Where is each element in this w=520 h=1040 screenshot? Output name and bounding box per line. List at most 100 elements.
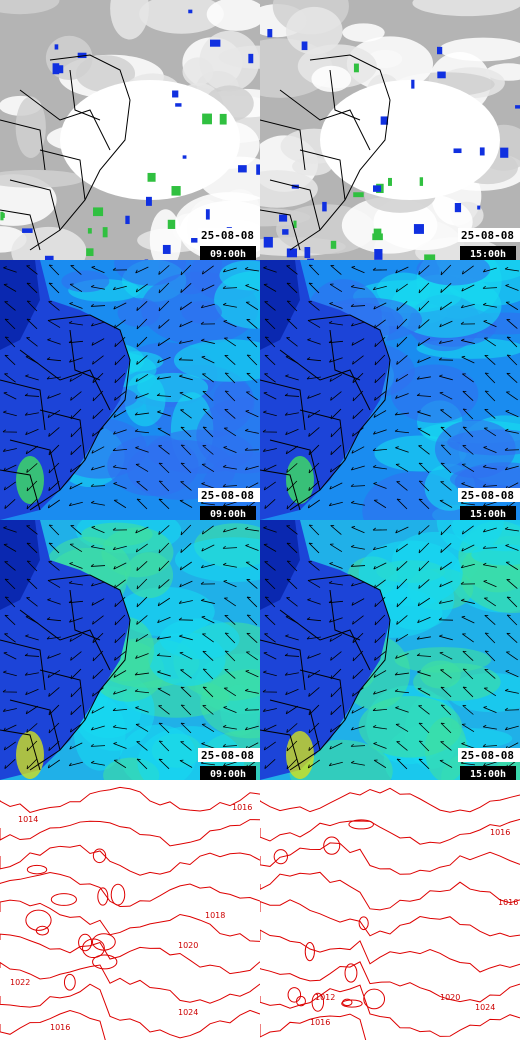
wind-arrow xyxy=(329,374,343,382)
wind-arrow xyxy=(179,374,193,381)
cloud xyxy=(412,0,520,17)
wind-arrow xyxy=(90,743,106,747)
rain xyxy=(125,215,130,225)
wind-arrow xyxy=(90,500,105,506)
wind-arrow xyxy=(329,562,343,569)
wind-arrow xyxy=(113,670,127,678)
wind-arrow xyxy=(24,653,40,657)
cloud xyxy=(110,0,149,40)
rain xyxy=(437,71,446,79)
rain xyxy=(304,247,311,258)
wind-arrow xyxy=(351,338,365,346)
wind-arrow xyxy=(157,337,171,347)
wind-arrow xyxy=(158,319,170,329)
wind-arrow xyxy=(113,742,127,749)
wind-arrow xyxy=(201,482,215,489)
wind-arrow xyxy=(483,687,497,697)
rain xyxy=(374,249,383,260)
wind-arrow xyxy=(202,373,214,383)
wind-arrow xyxy=(373,562,387,570)
wind-arrow xyxy=(201,525,214,535)
wind-arrow xyxy=(224,354,236,365)
wind-arrow xyxy=(244,447,260,451)
border xyxy=(0,209,41,251)
wind-arrow xyxy=(396,758,408,770)
wind-arrow xyxy=(330,651,342,661)
wind-arrow xyxy=(136,560,148,572)
wind-arrow xyxy=(504,707,520,711)
wind-arrow xyxy=(135,283,148,293)
wind-arrow xyxy=(484,632,496,644)
wind-arrow xyxy=(178,600,193,604)
border xyxy=(289,54,391,251)
wind-arrow xyxy=(156,636,171,640)
wind-arrow xyxy=(158,579,170,589)
map-panel: 1014 1016 1018 1020 1022 1024 1016 xyxy=(0,780,260,1040)
wind-arrow xyxy=(180,524,192,536)
wind-arrow xyxy=(440,722,452,734)
border xyxy=(29,54,131,251)
wind-arrow xyxy=(396,481,408,491)
contour-label: 1014 xyxy=(18,815,38,824)
wind-arrow xyxy=(439,759,453,768)
wind-arrow xyxy=(350,500,365,506)
wind-arrow xyxy=(3,526,17,533)
wind-arrow xyxy=(395,526,409,534)
time-box xyxy=(460,506,516,520)
wind-arrow xyxy=(418,722,430,734)
wind-arrow xyxy=(372,724,387,730)
wind-arrow xyxy=(202,390,214,402)
wind-arrow xyxy=(157,616,171,624)
wind-arrow xyxy=(350,743,366,747)
wind-arrow xyxy=(113,482,127,489)
wind-arrow xyxy=(440,409,452,419)
wind-arrow xyxy=(113,302,127,310)
wind-arrow xyxy=(4,498,16,510)
wind-arrow xyxy=(201,742,215,749)
wind-arrow xyxy=(506,372,518,383)
wind-arrow xyxy=(264,354,276,366)
wind-arrow xyxy=(69,617,83,623)
wind-arrow xyxy=(223,687,237,697)
wind-arrow xyxy=(373,670,387,678)
wind-arrow xyxy=(373,429,387,435)
wind-arrow xyxy=(373,689,387,695)
rain xyxy=(87,228,92,234)
wind-arrow xyxy=(134,412,149,416)
wind-arrow xyxy=(504,465,519,471)
wind-arrow xyxy=(26,560,38,572)
wind-arrow xyxy=(26,265,38,275)
wind-arrow xyxy=(506,336,518,348)
wind-arrow xyxy=(135,723,149,732)
wind-arrow xyxy=(396,355,408,365)
wind-arrow xyxy=(328,580,343,586)
wind-arrow xyxy=(286,498,298,510)
wind-arrow xyxy=(506,614,518,626)
isobar xyxy=(0,983,260,1039)
wind-arrow xyxy=(202,686,214,698)
wind-arrow xyxy=(394,429,410,434)
wind-arrow xyxy=(263,741,276,751)
rain xyxy=(263,236,273,248)
wind-arrow xyxy=(330,265,342,275)
wind-arrow xyxy=(350,321,365,327)
isobar xyxy=(0,872,260,908)
cloud xyxy=(260,170,318,208)
border xyxy=(289,574,391,771)
wind-arrow xyxy=(350,581,365,587)
wind-arrow xyxy=(222,483,238,487)
wind-arrow xyxy=(26,300,38,312)
wind-arrow xyxy=(482,761,497,767)
wind-arrow xyxy=(461,723,475,733)
wind-arrow xyxy=(306,617,322,622)
rain xyxy=(182,155,187,159)
wind-arrow xyxy=(90,303,106,307)
border xyxy=(9,439,61,491)
map-panel: 1016 1016 1012 1020 1024 1016 xyxy=(260,780,520,1040)
wind-arrow xyxy=(246,354,258,366)
wind-arrow xyxy=(416,393,432,397)
wind-arrow xyxy=(246,579,258,589)
wind-arrow xyxy=(158,265,170,275)
rain xyxy=(301,41,308,51)
